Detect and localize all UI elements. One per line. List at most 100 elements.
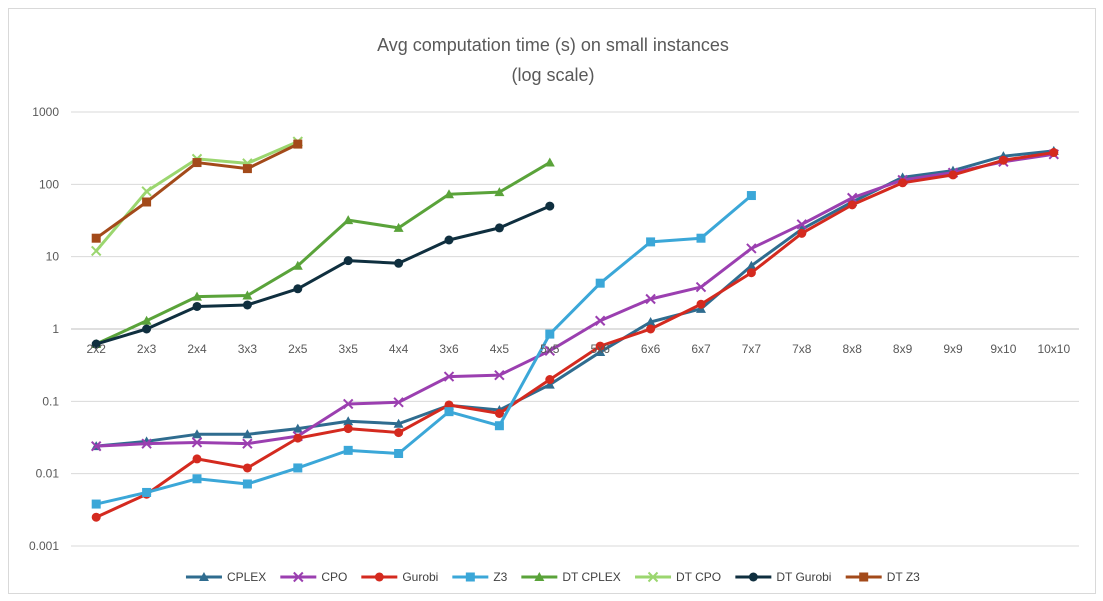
x-tick-label: 2x2 — [87, 342, 107, 356]
data-point-dt-cplex — [444, 189, 454, 199]
data-point-z3 — [192, 474, 202, 484]
legend-marker — [374, 572, 384, 582]
data-point-gurobi — [998, 155, 1008, 165]
x-tick-label: 2x3 — [137, 342, 157, 356]
legend-marker — [293, 571, 304, 583]
data-point-dt-z3 — [192, 158, 202, 168]
legend-item-cplex: CPLEX — [185, 570, 266, 584]
data-point-cplex — [393, 418, 404, 428]
data-point-z3 — [242, 479, 252, 489]
data-point-cpo — [342, 398, 354, 410]
x-tick-label: 2x4 — [187, 342, 207, 356]
legend-item-cpo: CPO — [280, 570, 347, 584]
y-tick-label: 1000 — [32, 105, 59, 119]
data-point-dt-gurobi — [242, 300, 252, 310]
legend-marker — [465, 572, 475, 582]
data-point-dt-gurobi — [142, 324, 152, 334]
x-tick-label: 7x8 — [792, 342, 812, 356]
legend-marker — [859, 572, 869, 582]
data-point-gurobi — [343, 424, 353, 434]
legend-label: Gurobi — [402, 570, 438, 584]
data-point-dt-cplex — [292, 260, 303, 270]
series-line-dt-cplex — [94, 161, 552, 346]
data-point-gurobi — [595, 341, 605, 351]
data-point-z3 — [746, 191, 756, 201]
data-point-z3 — [595, 278, 605, 288]
data-point-gurobi — [696, 299, 706, 309]
data-point-dt-cplex — [141, 315, 152, 325]
data-point-dt-z3 — [293, 139, 303, 149]
series-line-cpo — [94, 152, 1056, 448]
data-point-dt-gurobi — [394, 258, 404, 268]
data-point-cplex — [192, 429, 202, 439]
y-tick-label: 0.1 — [42, 394, 59, 408]
data-point-gurobi — [91, 512, 101, 522]
data-point-dt-gurobi — [494, 223, 504, 233]
data-point-cplex — [343, 416, 354, 426]
data-point-cplex — [242, 429, 253, 439]
data-point-dt-z3 — [142, 197, 152, 207]
legend-marker — [647, 571, 659, 583]
data-point-cpo — [645, 293, 656, 305]
x-tick-label: 4x4 — [389, 342, 409, 356]
data-point-z3 — [394, 449, 404, 459]
x-tick-label: 9x9 — [943, 342, 963, 356]
data-point-dt-cpo — [141, 186, 152, 197]
x-tick-label: 4x5 — [490, 342, 510, 356]
data-point-dt-cplex — [242, 290, 253, 300]
series-line-cplex — [94, 149, 1056, 448]
chart-frame: Avg computation time (s) on small instan… — [8, 8, 1096, 594]
legend-item-z3: Z3 — [452, 570, 508, 584]
data-point-dt-gurobi — [91, 339, 101, 349]
data-point-z3 — [293, 463, 303, 473]
legend-label: CPLEX — [227, 570, 266, 584]
data-point-dt-gurobi — [293, 284, 303, 294]
data-point-cplex — [645, 316, 656, 326]
series-dt-gurobi — [91, 201, 555, 349]
y-tick-label: 0.01 — [36, 467, 60, 481]
data-point-cplex — [595, 347, 606, 357]
series-cpo — [90, 149, 1060, 452]
x-tick-label: 5x6 — [591, 342, 611, 356]
data-point-gurobi — [948, 170, 958, 180]
data-point-z3 — [91, 499, 101, 509]
x-tick-label: 3x3 — [238, 342, 258, 356]
legend-label: DT CPLEX — [562, 570, 620, 584]
data-point-dt-gurobi — [192, 301, 202, 311]
data-point-z3 — [142, 487, 152, 497]
data-point-dt-gurobi — [444, 235, 454, 245]
series-dt-cpo — [90, 136, 304, 257]
legend-label: DT CPO — [676, 570, 721, 584]
y-tick-labels: 1000 100 10 1 0.1 0.01 0.001 — [29, 105, 59, 553]
data-point-z3 — [343, 445, 353, 455]
chart-svg: Avg computation time (s) on small instan… — [29, 35, 1079, 584]
data-point-cpo — [494, 369, 505, 381]
legend: CPLEX CPO Gurobi Z3 DT CPLEX DT CPO DT Gurobi D… — [185, 570, 920, 584]
series-cplex — [91, 145, 1059, 451]
data-point-gurobi — [898, 178, 908, 188]
data-point-gurobi — [192, 454, 202, 464]
data-point-gurobi — [545, 375, 555, 385]
data-point-gurobi — [847, 200, 857, 210]
data-point-z3 — [646, 237, 656, 247]
y-tick-label: 100 — [39, 177, 59, 191]
legend-item-dt-cpo: DT CPO — [635, 570, 721, 584]
data-point-gurobi — [494, 408, 504, 418]
series-line-dt-gurobi — [94, 204, 552, 346]
chart-subtitle: (log scale) — [511, 65, 594, 85]
y-tick-label: 1 — [52, 322, 59, 336]
legend-label: DT Z3 — [887, 570, 920, 584]
data-point-z3 — [494, 421, 504, 431]
data-point-cpo — [846, 192, 858, 204]
x-tick-label: 8x8 — [843, 342, 863, 356]
series-line-z3 — [94, 194, 753, 506]
legend-item-dt-z3: DT Z3 — [845, 570, 920, 584]
x-tick-label: 6x7 — [691, 342, 711, 356]
legend-item-dt-gurobi: DT Gurobi — [735, 570, 831, 584]
data-point-cplex — [544, 379, 555, 389]
data-point-dt-cplex — [544, 157, 555, 167]
data-point-cpo — [695, 281, 707, 293]
x-tick-label: 5x5 — [540, 342, 560, 356]
series-dt-cplex — [91, 157, 555, 349]
data-point-cplex — [746, 260, 757, 270]
